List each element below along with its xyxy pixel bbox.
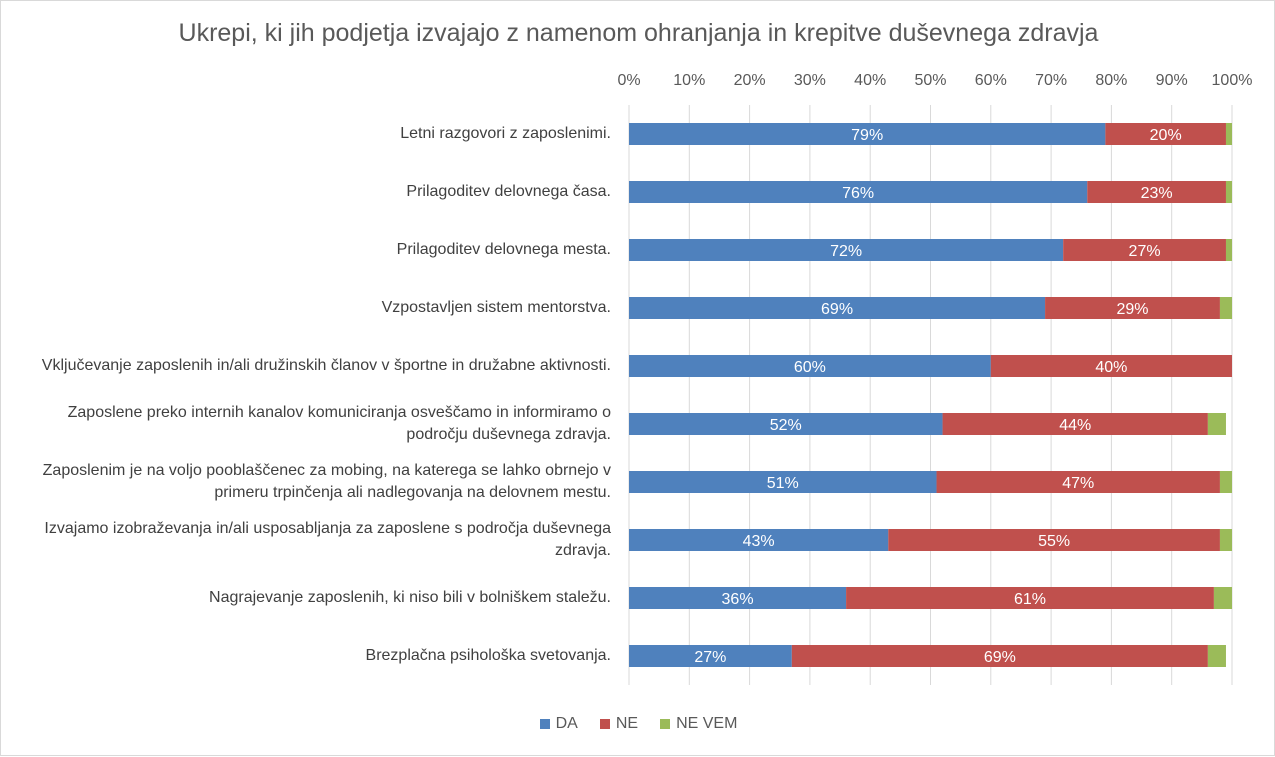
bar-ne <box>1087 181 1226 203</box>
bar-da <box>629 471 937 493</box>
x-tick-label: 20% <box>734 72 766 89</box>
data-label: 40% <box>1095 359 1127 376</box>
data-label: 69% <box>984 649 1016 666</box>
x-tick-label: 70% <box>1035 72 1067 89</box>
data-label: 44% <box>1059 417 1091 434</box>
data-label: 47% <box>1062 475 1094 492</box>
bar-ne-vem <box>1219 297 1232 319</box>
data-label: 20% <box>1150 127 1182 144</box>
bar-ne-vem <box>1225 239 1232 261</box>
category-label: Zaposlene preko internih kanalov komunic… <box>67 404 611 443</box>
category-label: Brezplačna psihološka svetovanja. <box>365 647 611 664</box>
bar-ne <box>888 529 1220 551</box>
category-label: Izvajamo izobraževanja in/ali usposablja… <box>44 520 611 559</box>
category-label: Vključevanje zaposlenih in/ali družinski… <box>41 357 611 374</box>
x-tick-label: 100% <box>1212 72 1253 89</box>
bar-ne-vem <box>1207 413 1226 435</box>
legend-label: NE VEM <box>676 715 738 732</box>
data-label: 61% <box>1014 591 1046 608</box>
legend-item: NE <box>599 715 639 733</box>
x-tick-label: 90% <box>1156 72 1188 89</box>
bar-da <box>629 645 792 667</box>
bar-da <box>629 587 847 609</box>
category-label: Vzpostavljen sistem mentorstva. <box>381 299 611 316</box>
x-tick-label: 50% <box>914 72 946 89</box>
legend-item: DA <box>539 715 578 733</box>
bar-ne <box>990 355 1232 377</box>
category-label: Prilagoditev delovnega mesta. <box>396 241 611 258</box>
legend-swatch <box>599 719 610 729</box>
data-label: 51% <box>767 475 799 492</box>
bar-da <box>629 297 1046 319</box>
bar-da <box>629 123 1106 145</box>
x-tick-label: 10% <box>673 72 705 89</box>
data-label: 43% <box>743 533 775 550</box>
x-tick-label: 60% <box>975 72 1007 89</box>
chart-title: Ukrepi, ki jih podjetja izvajajo z namen… <box>178 19 1099 47</box>
bar-ne <box>1105 123 1226 145</box>
bar-ne <box>846 587 1214 609</box>
data-label: 55% <box>1038 533 1070 550</box>
x-tick-label: 40% <box>854 72 886 89</box>
data-label: 27% <box>694 649 726 666</box>
x-tick-label: 30% <box>794 72 826 89</box>
bar-da <box>629 239 1064 261</box>
bar-ne-vem <box>1225 181 1232 203</box>
bar-ne <box>942 413 1208 435</box>
bar-ne <box>1045 297 1220 319</box>
legend-item: NE VEM <box>660 715 737 733</box>
bar-ne-vem <box>1225 123 1232 145</box>
category-label: Nagrajevanje zaposlenih, ki niso bili v … <box>209 589 611 606</box>
legend-label: DA <box>555 715 578 732</box>
bar-ne <box>1063 239 1226 261</box>
legend-swatch <box>660 719 671 729</box>
data-label: 69% <box>821 301 853 318</box>
data-label: 72% <box>830 243 862 260</box>
legend-swatch <box>539 719 550 729</box>
data-label: 36% <box>722 591 754 608</box>
x-tick-label: 0% <box>617 72 640 89</box>
data-label: 76% <box>842 185 874 202</box>
bar-da <box>629 413 943 435</box>
category-label: Prilagoditev delovnega časa. <box>406 183 611 200</box>
bar-ne <box>936 471 1220 493</box>
bar-da <box>629 355 991 377</box>
bar-ne <box>791 645 1208 667</box>
legend: DA NE NE VEM <box>1 715 1275 733</box>
data-label: 29% <box>1116 301 1148 318</box>
data-label: 23% <box>1141 185 1173 202</box>
data-label: 60% <box>794 359 826 376</box>
bar-ne-vem <box>1219 529 1232 551</box>
legend-label: NE <box>615 715 639 732</box>
category-label: Letni razgovori z zaposlenimi. <box>400 125 611 142</box>
bar-da <box>629 181 1088 203</box>
x-tick-label: 80% <box>1095 72 1127 89</box>
data-label: 27% <box>1129 243 1161 260</box>
category-label: Zaposlenim je na voljo pooblaščenec za m… <box>42 462 611 501</box>
bar-da <box>629 529 889 551</box>
bar-ne-vem <box>1213 587 1232 609</box>
bar-ne-vem <box>1219 471 1232 493</box>
data-label: 79% <box>851 127 883 144</box>
bar-ne-vem <box>1207 645 1226 667</box>
data-label: 52% <box>770 417 802 434</box>
